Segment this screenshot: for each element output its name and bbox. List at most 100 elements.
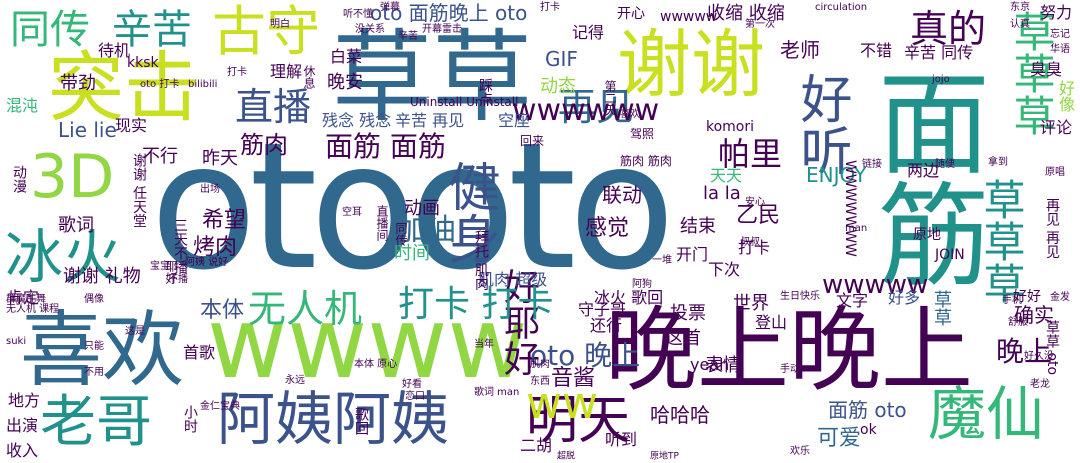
cloud-word: 草草 oto bbox=[1044, 320, 1060, 376]
cloud-word: 待机 bbox=[98, 41, 131, 60]
cloud-word: 草草 bbox=[931, 290, 952, 326]
cloud-word: 草草 bbox=[332, 19, 532, 136]
cloud-word: 原地 bbox=[913, 227, 941, 243]
cloud-word: 空座 bbox=[498, 111, 531, 130]
cloud-word: 开幕雷击 bbox=[422, 24, 462, 35]
cloud-word: 明白 bbox=[270, 19, 290, 30]
cloud-word: 出场 bbox=[200, 184, 220, 195]
cloud-word: 不播 bbox=[168, 274, 188, 285]
cloud-word: 收入 bbox=[6, 441, 39, 460]
cloud-word: 昨天 bbox=[202, 148, 238, 169]
cloud-word: 同传 bbox=[10, 7, 90, 53]
cloud-word: 文字 bbox=[836, 291, 869, 310]
cloud-word: 同传 bbox=[394, 222, 408, 246]
cloud-word: 烤肉 bbox=[193, 235, 238, 260]
cloud-word: 两边 bbox=[907, 161, 940, 180]
cloud-word: 混沌 bbox=[6, 96, 39, 115]
cloud-word: 手动 bbox=[780, 364, 800, 375]
cloud-word: 肌肉 bbox=[530, 359, 550, 370]
cloud-word: bilibili bbox=[188, 79, 218, 90]
cloud-word: 健身 bbox=[439, 160, 499, 264]
cloud-word: 好多 bbox=[888, 288, 921, 307]
cloud-word: 好久没 bbox=[1024, 351, 1054, 362]
cloud-word: 阿狗 bbox=[632, 279, 652, 290]
cloud-word: 世界 bbox=[733, 293, 769, 314]
cloud-word: 原地TP bbox=[650, 451, 679, 461]
cloud-word: 老哥 bbox=[40, 390, 152, 455]
cloud-word: 华语 bbox=[1050, 44, 1070, 55]
cloud-word: 打卡 bbox=[540, 2, 560, 13]
cloud-word: WWWWWWW bbox=[842, 160, 858, 257]
cloud-word: circulation bbox=[815, 2, 868, 13]
cloud-word: 冰火 bbox=[5, 223, 122, 291]
cloud-word: otooto bbox=[150, 106, 676, 309]
cloud-word: 第二天 bbox=[603, 80, 617, 116]
cloud-word: 听不懂 bbox=[343, 9, 373, 20]
cloud-word: 还行 bbox=[590, 316, 623, 335]
cloud-word: 金发 bbox=[1050, 292, 1070, 303]
cloud-word: 叔叔 bbox=[740, 237, 760, 248]
cloud-word: 休息 bbox=[302, 65, 316, 89]
cloud-word: 面筋 bbox=[859, 65, 989, 289]
cloud-word: 随便 bbox=[935, 159, 955, 170]
cloud-word: 这首 bbox=[665, 328, 701, 349]
cloud-word: 联动 bbox=[602, 183, 642, 207]
cloud-word: 听到 bbox=[605, 430, 638, 449]
cloud-word: 开心 bbox=[617, 6, 645, 22]
cloud-word: 老师 bbox=[780, 38, 820, 62]
cloud-word: 谢谢 任天堂 bbox=[131, 153, 147, 228]
cloud-word: 哈哈哈 bbox=[650, 403, 710, 427]
cloud-word: 3D bbox=[30, 142, 115, 212]
cloud-word: 弹幕 bbox=[380, 2, 400, 13]
cloud-word: oto 面筋晚上 oto bbox=[370, 1, 528, 25]
cloud-word: 感觉 bbox=[585, 216, 630, 241]
cloud-word: 本体 bbox=[200, 298, 245, 323]
cloud-word: oto 打卡 bbox=[140, 79, 180, 90]
cloud-word: 守子哥 bbox=[578, 300, 627, 319]
cloud-word: 投票 bbox=[670, 303, 706, 324]
cloud-word: 时间 bbox=[394, 243, 430, 264]
cloud-word: 魔仙 bbox=[928, 380, 1045, 448]
cloud-word: 晚安 bbox=[327, 72, 363, 93]
cloud-word: 动漫 bbox=[11, 165, 27, 193]
cloud-word: 不行 bbox=[142, 146, 178, 167]
cloud-word: 小时 bbox=[182, 405, 198, 433]
cloud-word: 结束 bbox=[680, 216, 716, 237]
cloud-word: 理解 bbox=[270, 62, 303, 81]
cloud-word: 东京 bbox=[1010, 2, 1030, 13]
cloud-word: 晚上 bbox=[996, 335, 1053, 368]
cloud-word: 群魔乱舞 bbox=[6, 294, 46, 305]
cloud-word: 希望 bbox=[202, 208, 247, 233]
cloud-word: 动画 bbox=[404, 198, 440, 219]
cloud-word: 筋肉 bbox=[240, 131, 288, 159]
cloud-word: 驾照 bbox=[630, 127, 655, 141]
cloud-word: GIF bbox=[545, 47, 578, 71]
cloud-word: suki bbox=[6, 336, 27, 347]
cloud-word: 首歌 bbox=[183, 343, 216, 362]
cloud-word: 谢谢 礼物 bbox=[63, 266, 141, 287]
cloud-word: la la bbox=[703, 183, 741, 204]
cloud-word: 辛苦 再见 bbox=[395, 111, 465, 130]
cloud-word: 乙民 bbox=[736, 203, 781, 228]
cloud-word: 生日快乐 bbox=[780, 291, 820, 302]
cloud-word: ok bbox=[860, 422, 877, 438]
cloud-word: 安心 bbox=[745, 197, 765, 208]
cloud-word: 拜托 肌肉 bbox=[473, 230, 489, 291]
cloud-word: 原唱 bbox=[1045, 167, 1065, 178]
cloud-word: 古守 bbox=[212, 0, 320, 63]
cloud-word: 音酱 bbox=[551, 366, 596, 391]
cloud-word: wwwww bbox=[660, 9, 718, 25]
cloud-word: 天天 bbox=[710, 166, 743, 185]
cloud-word: 打卡 打卡 bbox=[398, 284, 554, 325]
cloud-word: 永远 bbox=[285, 375, 305, 386]
cloud-word: 喜欢 bbox=[620, 109, 640, 120]
cloud-word: wwww bbox=[207, 287, 528, 401]
cloud-word: 白菜 bbox=[330, 47, 363, 66]
cloud-word: 好好 bbox=[1013, 289, 1041, 305]
cloud-word: 加油 bbox=[396, 213, 456, 248]
cloud-word: 努力 bbox=[1040, 3, 1073, 22]
cloud-word: 打卡 bbox=[738, 238, 771, 257]
cloud-word: 回来 bbox=[520, 134, 545, 148]
cloud-word: 踩点 bbox=[477, 78, 493, 106]
cloud-word: kksk bbox=[127, 55, 159, 71]
